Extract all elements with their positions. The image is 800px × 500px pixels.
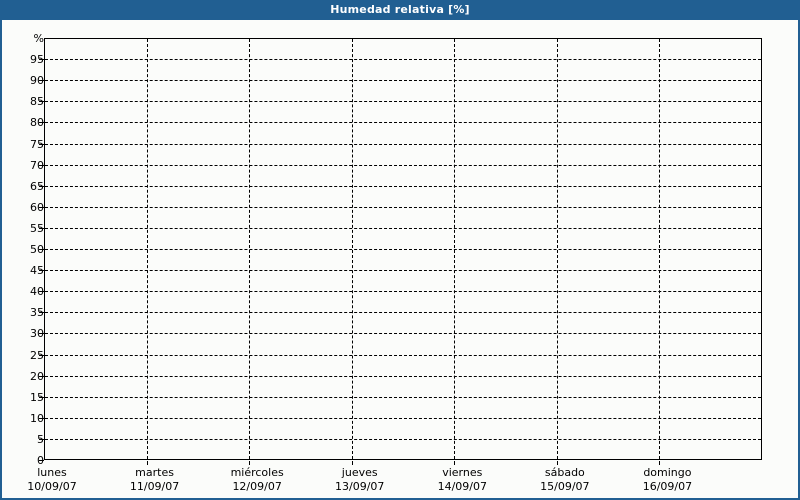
x-axis-day-date: 10/09/07	[27, 480, 77, 493]
x-axis: lunes 10/09/07 martes 11/09/07 miércoles 12/0…	[2, 461, 798, 497]
y-axis-tick-label: 55	[30, 221, 44, 235]
x-axis-tick-label: miércoles 12/09/07	[197, 466, 317, 494]
x-axis-tick-label: martes 11/09/07	[95, 466, 215, 494]
gridline-horizontal	[45, 396, 761, 398]
y-axis-tick-label: 10	[30, 411, 44, 425]
x-axis-day-date: 14/09/07	[437, 480, 487, 493]
y-axis-tick-mark	[39, 122, 44, 124]
y-axis-tick-mark	[39, 375, 44, 377]
y-axis-tick-mark	[39, 206, 44, 208]
plot-area	[44, 38, 762, 460]
y-axis-tick-label: 45	[30, 264, 44, 278]
y-axis-tick-mark	[39, 291, 44, 293]
y-axis-tick-label: 40	[30, 285, 44, 299]
x-axis-tick-label: lunes 10/09/07	[0, 466, 112, 494]
y-axis-tick-mark	[39, 164, 44, 166]
y-axis-tick-mark	[39, 143, 44, 145]
gridline-horizontal	[45, 143, 761, 145]
gridline-horizontal	[45, 122, 761, 124]
y-axis-tick-label: 65	[30, 179, 44, 193]
y-axis-tick-mark	[39, 80, 44, 82]
y-axis-tick-mark	[39, 227, 44, 229]
y-axis-tick-label: 95	[30, 53, 44, 67]
gridline-horizontal	[45, 312, 761, 314]
y-axis-tick-label: 15	[30, 390, 44, 404]
gridline-horizontal	[45, 333, 761, 335]
gridline-horizontal	[45, 101, 761, 103]
window-title-bar: Humedad relativa [%]	[0, 0, 800, 20]
y-axis-tick-mark	[39, 101, 44, 103]
x-axis-tick-mark	[249, 461, 251, 465]
y-axis-tick-label: 20	[30, 369, 44, 383]
x-axis-tick-mark	[454, 461, 456, 465]
y-axis-tick-label: 25	[30, 348, 44, 362]
gridline-horizontal	[45, 270, 761, 272]
y-axis-tick-label: 50	[30, 243, 44, 256]
gridline-horizontal	[45, 206, 761, 208]
y-axis-tick-mark	[39, 460, 44, 461]
x-axis-day-name: sábado	[544, 466, 585, 479]
y-axis-tick-mark	[39, 438, 44, 440]
x-axis-tick-label: domingo 16/09/07	[607, 466, 727, 494]
y-axis-tick-label: 90	[30, 74, 44, 88]
gridline-horizontal	[45, 354, 761, 356]
gridline-vertical	[659, 39, 661, 459]
y-axis-tick-mark	[39, 185, 44, 187]
y-axis-tick-mark	[39, 59, 44, 61]
gridline-vertical	[556, 39, 558, 459]
y-axis: % 95 90 85 80 75 70 65 60 55 50 45 40 35 30 25 20 15 10 5 0	[2, 20, 44, 466]
x-axis-tick-mark	[659, 461, 661, 465]
x-axis-day-date: 12/09/07	[232, 480, 282, 493]
x-axis-tick-mark	[351, 461, 353, 465]
x-axis-day-date: 13/09/07	[335, 480, 385, 493]
x-axis-day-date: 11/09/07	[129, 480, 180, 493]
plot-wrapper: % 95 90 85 80 75 70 65 60 55 50 45 40 35 30 25 20 15 10 5 0 …	[2, 20, 798, 496]
y-axis-tick-label: 85	[30, 95, 44, 109]
gridline-horizontal	[45, 59, 761, 61]
gridline-horizontal	[45, 227, 761, 229]
page-title: Humedad relativa [%]	[330, 3, 470, 16]
x-axis-day-date: 15/09/07	[540, 480, 590, 493]
gridline-vertical	[454, 39, 456, 459]
x-axis-tick-mark	[146, 461, 148, 465]
y-axis-tick-label: 75	[30, 137, 44, 151]
y-axis-tick-mark	[39, 249, 44, 250]
gridline-horizontal	[45, 291, 761, 293]
gridline-horizontal	[45, 164, 761, 166]
y-axis-unit-label: %	[33, 32, 44, 45]
x-axis-tick-label: viernes 14/09/07	[402, 466, 522, 494]
x-axis-day-name: jueves	[341, 466, 378, 479]
gridline-vertical	[146, 39, 148, 459]
y-axis-tick-label: 60	[30, 200, 44, 214]
y-axis-tick-label: 30	[30, 327, 44, 341]
y-axis-tick-mark	[39, 354, 44, 356]
x-axis-tick-mark	[556, 461, 558, 465]
gridline-horizontal	[45, 375, 761, 377]
y-axis-tick-label: 70	[30, 158, 44, 172]
x-axis-day-name: martes	[135, 466, 174, 479]
gridline-horizontal	[45, 417, 761, 419]
x-axis-day-name: viernes	[442, 466, 483, 479]
y-axis-tick-mark	[39, 417, 44, 419]
x-axis-day-date: 16/09/07	[642, 480, 693, 493]
x-axis-day-name: miércoles	[230, 466, 284, 479]
y-axis-tick-mark	[39, 333, 44, 335]
gridline-horizontal	[45, 185, 761, 187]
gridline-vertical	[249, 39, 251, 459]
y-axis-tick-mark	[39, 270, 44, 272]
y-axis-tick-mark	[39, 396, 44, 398]
gridline-vertical	[351, 39, 353, 459]
y-axis-tick-label: 80	[30, 116, 44, 130]
gridline-horizontal	[45, 80, 761, 82]
x-axis-day-name: domingo	[643, 466, 692, 479]
gridline-horizontal	[45, 438, 761, 440]
chart-content-panel: % 95 90 85 80 75 70 65 60 55 50 45 40 35 30 25 20 15 10 5 0 …	[0, 20, 800, 500]
gridline-horizontal	[45, 249, 761, 250]
x-axis-day-name: lunes	[37, 466, 67, 479]
y-axis-tick-mark	[39, 312, 44, 314]
y-axis-tick-label: 35	[30, 306, 44, 320]
x-axis-tick-label: sábado 15/09/07	[505, 466, 625, 494]
x-axis-tick-label: jueves 13/09/07	[300, 466, 420, 494]
